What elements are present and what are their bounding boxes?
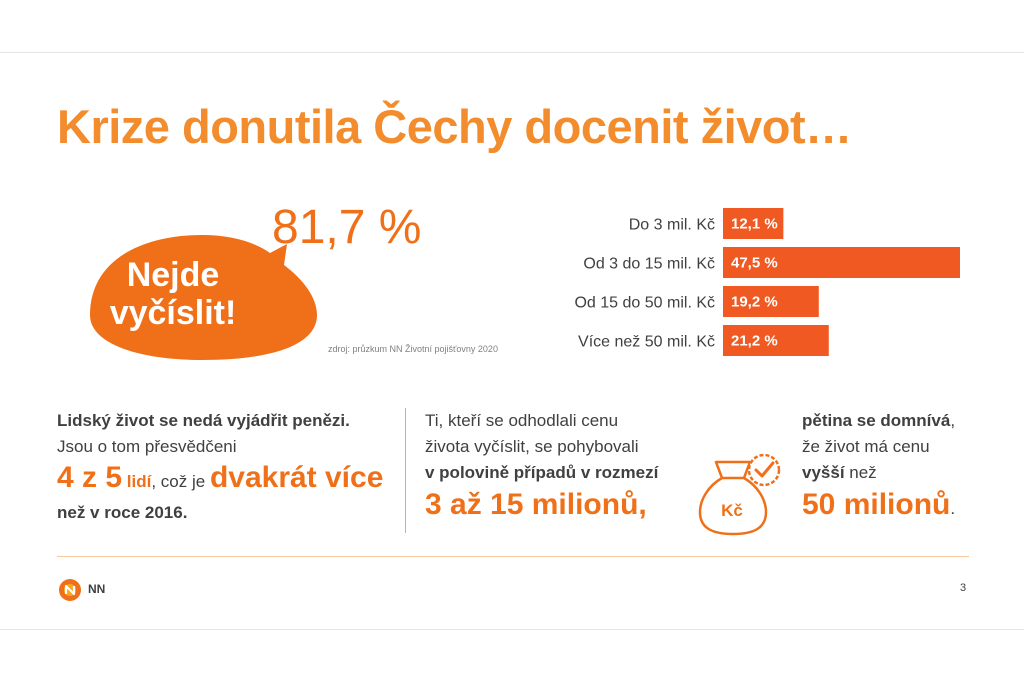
bar — [723, 325, 829, 356]
bar-category-label: Více než 50 mil. Kč — [578, 334, 715, 351]
col3-text-1: , — [950, 411, 956, 430]
bar-category-label: Do 3 mil. Kč — [629, 217, 715, 234]
col1-text-2: , což je — [151, 472, 206, 491]
money-bag-check-icon: Kč — [698, 453, 781, 536]
bar-category-label: Od 15 do 50 mil. Kč — [574, 295, 715, 312]
col3-text-2: že život má cenu — [802, 437, 930, 456]
bar-value-label: 19,2 % — [731, 294, 778, 311]
bar-value-label: 21,2 % — [731, 333, 778, 350]
col1-text-1: Jsou o tom přesvědčeni — [57, 437, 237, 456]
source-note: zdroj: průzkum NN Životní pojišťovny 202… — [328, 344, 498, 354]
col3-big-1: 50 milionů — [802, 488, 951, 521]
bar-value-label: 12,1 % — [731, 216, 778, 233]
headline-percentage: 81,7 % — [272, 201, 422, 254]
col1-bold-3: než v roce 2016. — [57, 503, 188, 522]
column-3: pětina se domnívá, že život má cenu vyšš… — [802, 408, 982, 528]
column-2: Ti, kteří se odhodlali cenu života vyčís… — [425, 408, 695, 528]
bubble-line-2: vyčíslit! — [109, 294, 237, 332]
bar-value-label: 47,5 % — [731, 255, 778, 272]
slide: Krize donutila Čechy docenit život… Nejd… — [0, 52, 1024, 630]
bubble-line-1: Nejde — [126, 256, 220, 294]
col1-big-1: 4 z 5 — [57, 461, 123, 494]
bar-chart: Do 3 mil. Kč 12,1 % Od 3 do 15 mil. Kč 47,5… — [574, 208, 960, 356]
col3-bold-2: vyšší — [802, 463, 845, 482]
nn-logo-text: NN — [88, 582, 106, 596]
col1-big-2: dvakrát více — [209, 461, 384, 494]
col3-text-3: než — [844, 463, 877, 482]
column-1: Lidský život se nedá vyjádřit penězi. Js… — [57, 408, 397, 526]
speech-bubble — [90, 235, 317, 360]
column-divider — [405, 408, 406, 533]
bar — [723, 247, 960, 278]
bubble-text: Nejde vyčíslit! — [82, 256, 264, 332]
page-number: 3 — [960, 582, 967, 594]
col3-bold-1: pětina se domnívá — [802, 411, 951, 430]
bag-label: Kč — [721, 501, 743, 520]
bar-category-label: Od 3 do 15 mil. Kč — [583, 256, 715, 273]
col2-text-2: života vyčíslit, se pohybovali — [425, 437, 639, 456]
slide-title: Krize donutila Čechy docenit život… — [57, 100, 852, 153]
col3-text-4: . — [950, 499, 956, 518]
bar — [723, 286, 819, 317]
col1-bold-1: Lidský život se nedá vyjádřit penězi. — [57, 411, 350, 430]
bar — [723, 208, 784, 239]
col2-text-1: Ti, kteří se odhodlali cenu — [425, 411, 619, 430]
nn-logo-icon — [59, 579, 81, 601]
col2-bold-1: v polovině případů v rozmezí — [425, 463, 659, 482]
footer-divider — [57, 556, 969, 557]
col2-big-1: 3 až 15 milionů, — [425, 488, 647, 521]
col1-bold-2: lidí — [126, 472, 152, 491]
